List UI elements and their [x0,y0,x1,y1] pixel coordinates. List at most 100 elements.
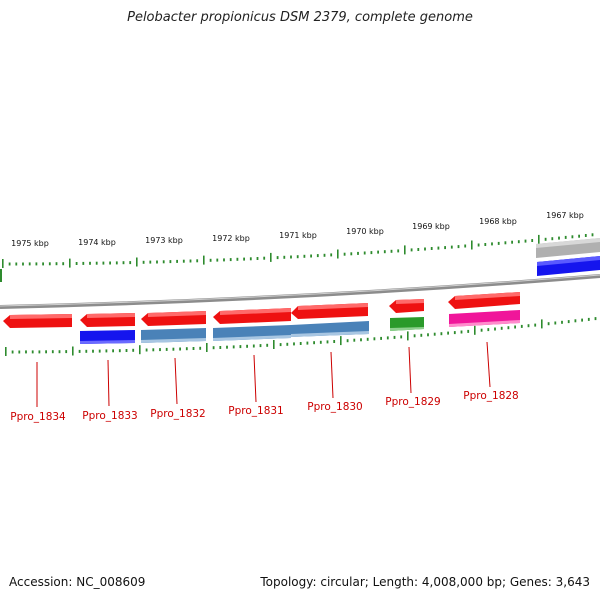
outer-tick-minor [8,262,11,266]
outer-tick-minor [48,262,51,266]
inner-tick-minor [326,340,329,344]
gene-gray-feature[interactable] [536,238,600,258]
cog-box-ppro-1829[interactable] [390,317,424,331]
outer-tick-minor [55,262,58,266]
inner-tick-minor [487,328,490,332]
inner-tick-minor [92,349,94,353]
gene-label-ppro-1833[interactable]: Ppro_1833 [82,410,137,422]
outer-tick-minor [377,250,379,254]
cog-box-ppro-1831[interactable] [213,325,291,341]
outer-tick-minor [236,257,239,261]
inner-tick-minor [226,345,228,349]
gene-label-ppro-1832[interactable]: Ppro_1832 [150,408,205,420]
outer-tick-minor [115,261,118,265]
gene-arrow-ppro-1834[interactable] [3,314,72,328]
outer-tick-major [471,240,473,250]
inner-tick-minor [380,336,382,340]
outer-tick-minor [357,251,359,255]
outer-tick-minor [571,235,574,239]
gene-label-ppro-1831[interactable]: Ppro_1831 [228,405,283,417]
gene-arrow-ppro-1831[interactable] [213,308,291,324]
inner-tick-minor [159,348,161,352]
inner-tick-minor [306,341,309,345]
outer-tick-major [69,258,71,268]
gene-label-ppro-1829[interactable]: Ppro_1829 [385,396,440,408]
kbp-label-1969: 1969 kbp [412,222,450,231]
inner-tick-minor [286,342,289,346]
inner-tick-major [541,319,543,329]
outer-tick-minor [28,262,31,266]
cog-box-ppro-1830[interactable] [291,321,369,337]
outer-tick-minor [283,255,286,259]
gene-arrow-ppro-1832[interactable] [141,311,206,326]
outer-tick-minor [390,249,393,253]
gene-arrow-ppro-1829[interactable] [389,299,424,313]
outer-tick-minor [122,261,125,265]
outer-tick-minor [330,253,333,257]
outer-tick-minor [551,237,554,241]
inner-tick-minor [346,339,349,343]
outer-tick-minor [129,261,132,265]
inner-tick-major [206,343,208,352]
gene-blue-feature-top[interactable] [537,256,600,276]
inner-tick-minor [453,331,456,335]
inner-tick-minor [386,336,389,340]
inner-tick-minor [165,347,168,351]
inner-tick-minor [78,349,81,353]
outer-tick-minor [484,243,487,246]
inner-tick-major [340,336,342,346]
inner-tick-minor [192,347,195,350]
inner-tick-minor [574,319,577,323]
outer-tick-minor [42,262,44,266]
gene-arrow-ppro-1830[interactable] [291,303,368,319]
inner-tick-minor [118,349,121,353]
inner-tick-minor [319,340,322,344]
gene-label-ppro-1830[interactable]: Ppro_1830 [307,401,362,413]
map-title: Pelobacter propionicus DSM 2379, complet… [127,10,473,25]
gene-arrow-ppro-1833[interactable] [80,313,135,327]
inner-tick-minor [480,328,483,332]
inner-tick-minor [18,350,21,354]
outer-tick-minor [95,261,98,265]
gene-label-ppro-1834[interactable]: Ppro_1834 [10,411,66,423]
inner-tick-minor [293,342,295,346]
outer-tick-minor [410,248,413,252]
cog-box-ppro-1832[interactable] [141,328,206,343]
inner-tick-minor [494,327,496,331]
inner-tick-row [5,317,597,356]
outer-tick-minor [383,250,386,254]
outer-tick-minor [149,260,152,264]
outer-tick-minor [22,262,24,266]
outer-tick-minor [176,259,178,263]
outer-tick-minor [497,241,500,245]
outer-tick-minor [531,239,534,242]
inner-tick-minor [252,344,255,348]
inner-tick-minor [353,338,356,342]
inner-tick-minor [112,349,114,353]
outer-tick-minor [444,246,446,250]
outer-tick-minor [343,252,346,256]
gene-arrow-ppro-1828[interactable] [448,292,520,309]
outer-tick-minor [196,259,199,263]
inner-tick-minor [333,340,336,343]
inner-tick-minor [45,350,47,354]
outer-tick-major [270,252,272,262]
outer-tick-minor [363,251,366,255]
outer-tick-minor [75,262,78,265]
outer-tick-minor [189,259,192,263]
inner-tick-minor [447,331,449,335]
inner-tick-minor [413,334,416,338]
kbp-label-1971: 1971 kbp [279,231,317,240]
cog-box-ppro-1828[interactable] [449,310,520,327]
inner-tick-minor [145,348,148,352]
outer-tick-minor [142,260,145,264]
backbone-line [0,274,600,309]
inner-tick-minor [58,350,61,354]
outer-tick-minor [584,234,587,237]
gene-label-ppro-1828[interactable]: Ppro_1828 [463,390,518,402]
inner-tick-minor [561,320,563,324]
inner-tick-minor [212,346,215,350]
cog-box-ppro-1833[interactable] [80,330,135,344]
outer-tick-minor [310,254,312,258]
inner-tick-minor [266,343,269,347]
